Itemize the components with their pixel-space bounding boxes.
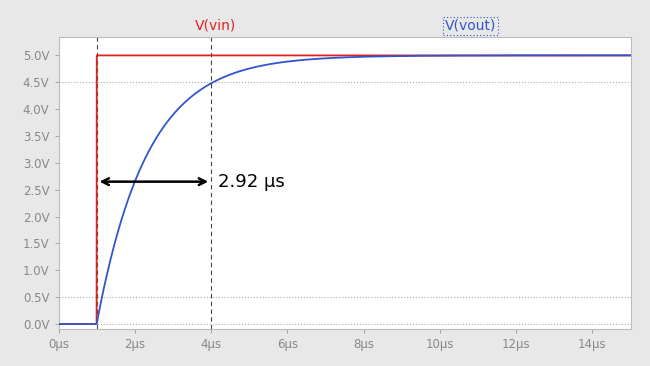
Text: 2.92 μs: 2.92 μs	[218, 173, 285, 191]
Text: V(vin): V(vin)	[195, 19, 237, 33]
Text: V(vout): V(vout)	[445, 19, 496, 33]
